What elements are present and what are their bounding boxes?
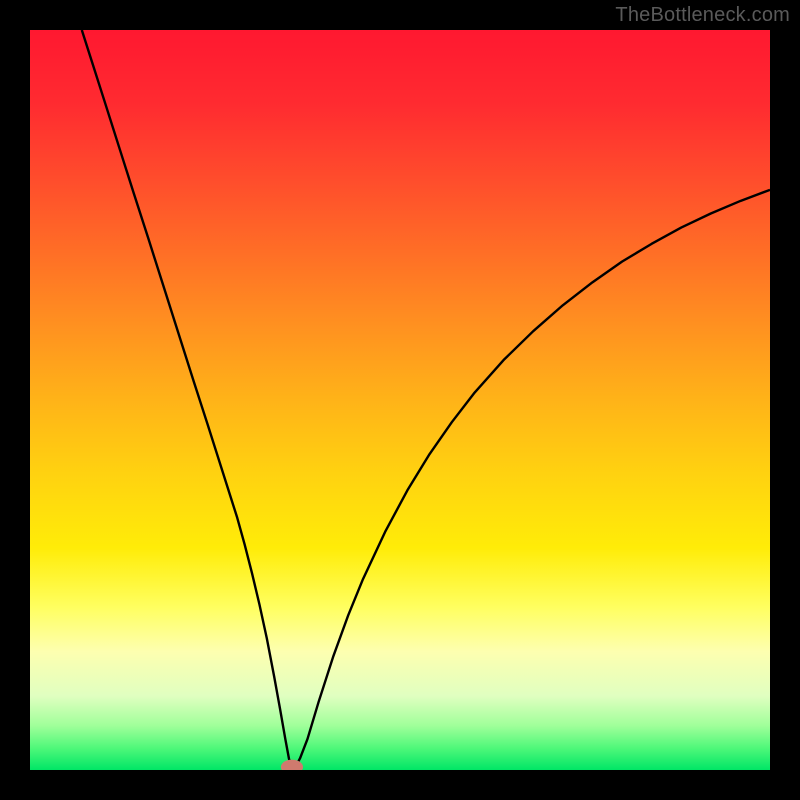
watermark-text: TheBottleneck.com <box>615 4 790 27</box>
plot-area <box>30 30 770 770</box>
bottleneck-curve <box>30 30 770 770</box>
chart-container: TheBottleneck.com <box>0 0 800 800</box>
gradient-background <box>30 30 770 770</box>
